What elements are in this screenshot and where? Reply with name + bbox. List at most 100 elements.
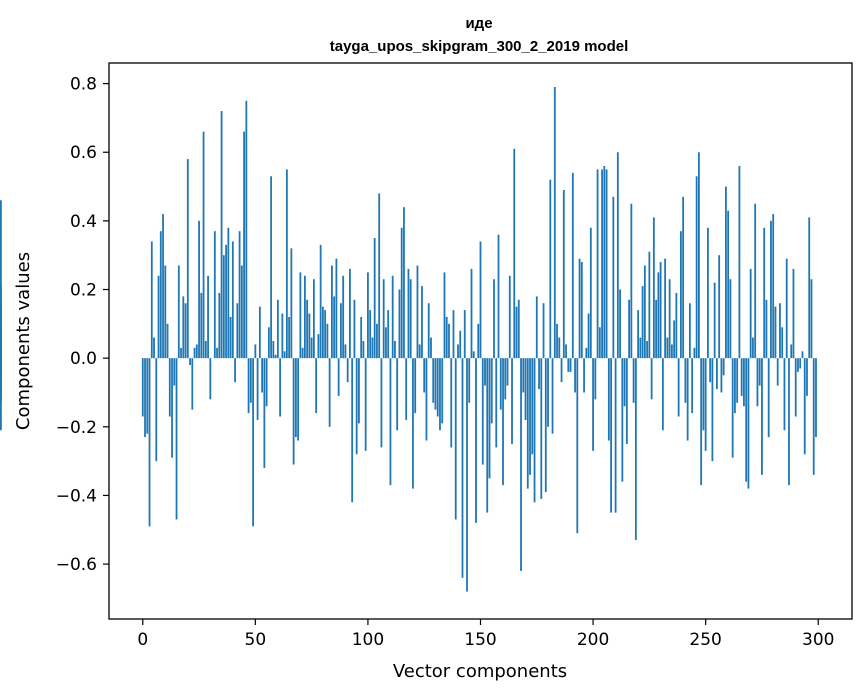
- x-tick-label: 250: [689, 630, 721, 650]
- bar-32: [213, 231, 216, 359]
- y-tick-label: −0.4: [56, 486, 97, 506]
- bar-63: [283, 351, 286, 359]
- bar-211: [616, 152, 619, 359]
- bar-124: [421, 286, 423, 359]
- bar-194: [578, 258, 581, 359]
- bar-163: [508, 275, 511, 359]
- chart-subtitle: tayga_upos_skipgram_300_2_2019 model: [330, 38, 629, 55]
- bar-89: [342, 275, 345, 359]
- bar-260: [727, 210, 730, 359]
- bar-71: [301, 347, 304, 359]
- bar-261: [729, 279, 732, 359]
- bar-277: [765, 299, 768, 359]
- bar-233: [666, 337, 669, 359]
- bar-295: [806, 358, 808, 396]
- bar-4: [150, 241, 153, 359]
- bar-53: [261, 358, 263, 393]
- bar-35: [220, 111, 223, 359]
- bar-212: [619, 289, 621, 359]
- bar-25: [198, 220, 200, 359]
- bar-125: [423, 358, 426, 393]
- bar-175: [535, 296, 538, 359]
- bar-238: [677, 358, 680, 417]
- bar-75: [310, 337, 313, 359]
- bar-72: [303, 275, 306, 359]
- bar-84: [331, 265, 333, 359]
- bar-227: [652, 217, 655, 359]
- bar-87: [337, 358, 340, 396]
- bar-202: [596, 169, 599, 359]
- bar-215: [625, 358, 628, 444]
- bar-78: [317, 334, 320, 359]
- bar-268: [745, 358, 748, 482]
- bar-186: [560, 358, 563, 383]
- bar-20: [186, 159, 189, 359]
- bar-60: [276, 299, 279, 359]
- bar-111: [391, 275, 394, 359]
- bar-146: [470, 268, 473, 359]
- bar-54: [263, 358, 266, 468]
- bar-185: [558, 337, 561, 359]
- bar-193: [576, 358, 579, 534]
- bar-101: [369, 310, 372, 359]
- bar-137: [450, 358, 453, 448]
- bar-45: [243, 131, 245, 359]
- bar-120: [412, 358, 414, 489]
- bar-21: [189, 358, 191, 366]
- bar-123: [418, 344, 421, 359]
- bar-224: [646, 341, 649, 359]
- bar-58: [272, 341, 275, 359]
- bar-234: [668, 279, 671, 359]
- bar-79: [319, 244, 322, 359]
- bar-181: [549, 179, 552, 359]
- bar-242: [686, 358, 689, 441]
- bar-203: [598, 327, 601, 359]
- bar-204: [601, 169, 603, 359]
- bar-230: [659, 262, 662, 359]
- bar-107: [382, 279, 385, 359]
- bar-308: [0, 286, 2, 359]
- bar-209: [612, 196, 615, 359]
- bar-201: [594, 358, 597, 400]
- bar-218: [632, 358, 635, 403]
- bar-6: [155, 358, 158, 462]
- bar-113: [396, 358, 399, 431]
- bar-281: [774, 306, 777, 359]
- bar-198: [587, 313, 590, 359]
- bar-263: [734, 358, 736, 414]
- bar-67: [292, 358, 295, 465]
- bar-258: [722, 358, 725, 376]
- bar-139: [454, 358, 457, 520]
- bar-108: [385, 327, 387, 359]
- bar-283: [779, 303, 781, 359]
- bar-70: [299, 272, 302, 359]
- bar-165: [513, 148, 516, 359]
- bar-229: [657, 272, 660, 359]
- bar-251: [707, 227, 709, 359]
- bar-293: [801, 351, 804, 359]
- bar-145: [468, 358, 471, 403]
- x-tick-label: 100: [352, 630, 384, 650]
- bar-140: [457, 344, 459, 359]
- bar-177: [540, 358, 543, 499]
- bar-239: [679, 231, 682, 359]
- bar-127: [427, 303, 430, 359]
- bar-82: [326, 323, 329, 359]
- bar-59: [274, 354, 277, 359]
- bar-216: [628, 299, 630, 359]
- bar-46: [245, 100, 248, 359]
- bar-13: [171, 358, 173, 458]
- bar-291: [797, 358, 799, 372]
- bar-228: [655, 299, 658, 359]
- bar-43: [238, 231, 241, 359]
- bar-292: [799, 358, 802, 369]
- bar-42: [236, 303, 239, 359]
- bar-74: [308, 313, 311, 359]
- bar-11: [166, 323, 169, 359]
- bar-91: [346, 358, 349, 383]
- bar-288: [790, 344, 793, 359]
- bar-38: [227, 227, 230, 359]
- bar-208: [610, 358, 612, 513]
- bar-62: [281, 313, 284, 359]
- bar-241: [684, 358, 687, 403]
